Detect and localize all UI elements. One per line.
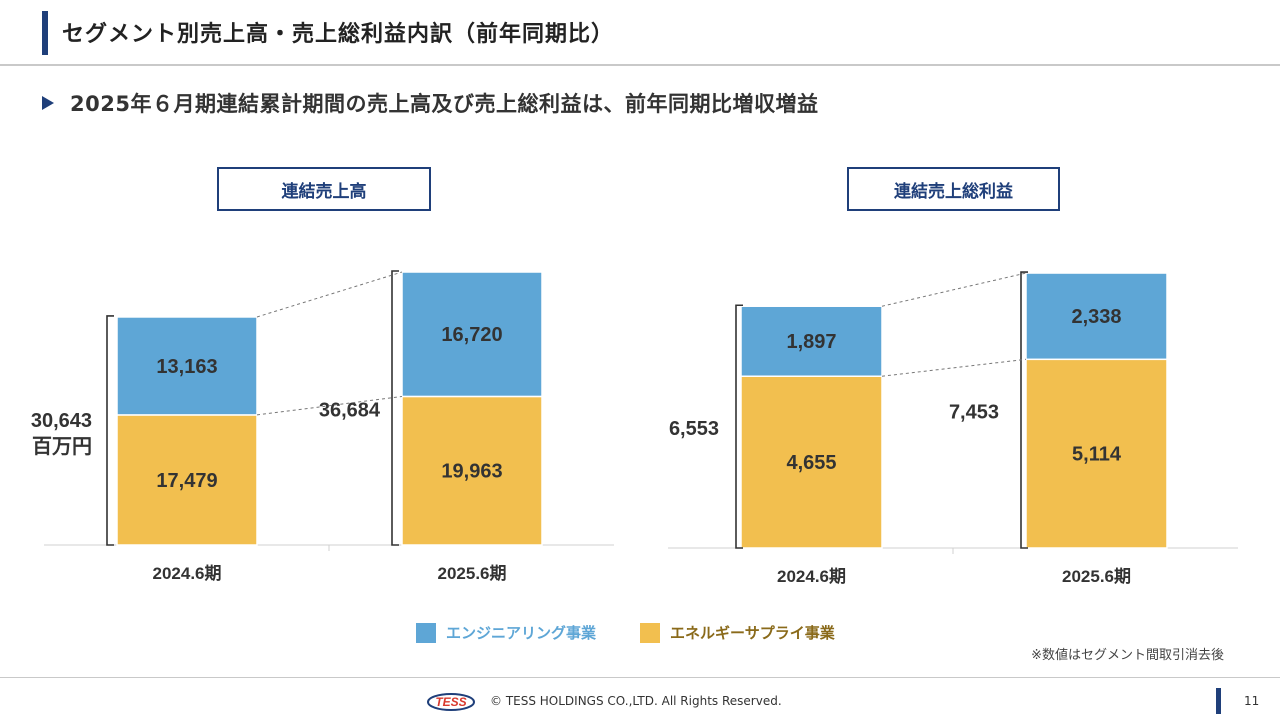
tess-logo-text: TESS bbox=[435, 695, 466, 709]
bar-segment-engineering bbox=[1025, 272, 1168, 361]
title-divider bbox=[0, 64, 1280, 66]
triangle-bullet-icon bbox=[42, 96, 54, 110]
page-number: 11 bbox=[1244, 694, 1260, 708]
page-subtitle: 2025年６月期連結累計期間の売上高及び売上総利益は、前年同期比増収増益 bbox=[70, 92, 819, 116]
data-label: 2,338 bbox=[1071, 306, 1121, 328]
total-bracket bbox=[1020, 271, 1028, 549]
bar-segment-energy bbox=[116, 414, 258, 546]
bar-segment-engineering bbox=[116, 316, 258, 416]
total-label: 7,453 bbox=[949, 402, 999, 424]
category-tick-label: 2024.6期 bbox=[777, 567, 846, 586]
total-label: 6,553 bbox=[669, 418, 719, 440]
copyright-text: © TESS HOLDINGS CO.,LTD. All Rights Rese… bbox=[490, 694, 782, 708]
bar-segment-engineering bbox=[401, 271, 543, 398]
total-bracket bbox=[106, 315, 114, 546]
total-label: 30,643 bbox=[31, 410, 92, 432]
page-accent-bar bbox=[1216, 688, 1221, 714]
data-label: 5,114 bbox=[1072, 444, 1122, 466]
category-tick-label: 2025.6期 bbox=[438, 564, 507, 583]
total-label: 36,684 bbox=[319, 400, 381, 422]
data-label: 16,720 bbox=[441, 324, 502, 346]
connector-line bbox=[881, 272, 1027, 307]
gross-profit-chart-title-box: 連結売上総利益 bbox=[847, 167, 1060, 211]
bar-segment-engineering bbox=[740, 305, 883, 377]
footer-divider bbox=[0, 677, 1280, 678]
connector-line bbox=[256, 271, 403, 318]
connector-line bbox=[256, 395, 403, 416]
legend-energy: エネルギーサプライ事業 bbox=[640, 622, 835, 643]
data-label: 17,479 bbox=[156, 470, 217, 492]
total-unit-label: 百万円 bbox=[32, 436, 92, 458]
total-bracket bbox=[735, 304, 743, 549]
sales-chart-title-box: 連結売上高 bbox=[217, 167, 431, 211]
legend-engineering: エンジニアリング事業 bbox=[416, 622, 596, 643]
page-title: セグメント別売上高・売上総利益内訳（前年同期比） bbox=[62, 22, 615, 47]
data-label: 13,163 bbox=[156, 356, 217, 378]
data-label: 19,963 bbox=[441, 461, 502, 483]
legend-label-engineering: エンジニアリング事業 bbox=[446, 624, 597, 642]
bar-segment-energy bbox=[1025, 358, 1168, 549]
data-label: 1,897 bbox=[786, 331, 836, 353]
tess-logo: TESS bbox=[427, 693, 475, 711]
category-tick-label: 2024.6期 bbox=[153, 564, 222, 583]
legend-label-energy: エネルギーサプライ事業 bbox=[670, 624, 835, 642]
data-label: 4,655 bbox=[786, 452, 836, 474]
bar-segment-energy bbox=[740, 375, 883, 549]
legend-swatch-engineering bbox=[416, 622, 436, 643]
footnote: ※数値はセグメント間取引消去後 bbox=[1031, 648, 1224, 663]
connector-line bbox=[881, 358, 1027, 377]
legend-swatch-energy bbox=[640, 622, 660, 643]
title-accent-bar bbox=[42, 11, 48, 55]
total-bracket bbox=[391, 270, 399, 546]
category-tick-label: 2025.6期 bbox=[1062, 567, 1131, 586]
